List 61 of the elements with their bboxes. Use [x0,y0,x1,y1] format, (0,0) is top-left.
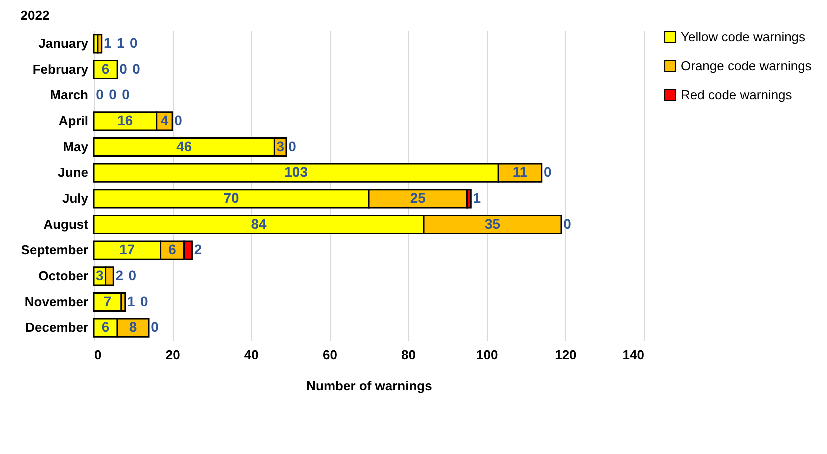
legend-label: Orange code warnings [681,58,812,74]
y-tick-label: May [63,139,90,154]
data-label: 2 [194,242,202,258]
data-label: 0 [128,267,137,284]
data-label: 0 [544,164,552,180]
data-label: 0 [96,86,104,103]
data-label: 1 [128,293,136,310]
data-label: 11 [512,164,528,180]
data-label: 0 [109,86,118,103]
legend-label: Red code warnings [681,88,793,102]
data-label: 0 [151,319,160,336]
y-tick-label: December [26,320,88,336]
data-label: 35 [484,216,501,232]
y-tick-label: June [58,165,88,180]
x-tick-label: 100 [476,348,498,362]
y-tick-label: January [38,36,90,51]
data-label: 1 [104,34,112,51]
data-label: 4 [160,112,169,128]
y-tick-label: November [24,294,88,310]
data-label: 103 [284,164,308,180]
x-tick-label: 20 [166,348,180,362]
y-tick-label: September [21,242,88,258]
data-label: 6 [102,60,110,77]
data-label: 6 [102,319,110,336]
data-label: 46 [176,138,192,154]
data-label: 0 [132,60,141,77]
y-tick-label: August [44,216,90,232]
data-label: 1 [473,190,482,206]
data-label: 1 [116,34,125,51]
x-tick-label: 120 [555,348,577,362]
y-tick-label: April [58,113,88,128]
chart-title: 2022 [20,8,50,23]
data-label: 0 [122,86,130,103]
data-label: 0 [120,60,128,77]
data-label: 0 [174,112,183,128]
legend-label: Yellow code warnings [681,30,806,44]
data-label: 70 [224,190,240,206]
data-label: 3 [276,138,285,154]
data-label: 6 [168,242,177,258]
x-tick-label: 60 [322,348,338,362]
data-label: 16 [118,112,134,128]
data-label: 17 [120,242,136,258]
data-label: 8 [129,319,138,336]
data-label: 7 [104,293,112,310]
y-tick-label: July [62,190,90,206]
x-tick-label: 40 [244,348,259,362]
y-tick-label: October [38,268,88,284]
data-label: 3 [96,267,104,284]
x-axis-title: Number of warnings [306,378,432,394]
data-label: 0 [130,34,138,51]
x-tick-label: 80 [402,348,416,362]
data-label: 2 [116,267,124,284]
x-tick-label: 0 [94,348,102,362]
y-tick-label: February [32,62,90,77]
data-label: 0 [140,293,149,310]
data-label: 0 [288,138,297,154]
data-label: 25 [410,190,426,206]
data-label: 84 [251,216,267,232]
y-tick-label: March [50,88,89,103]
data-label: 0 [564,216,572,232]
x-tick-label: 140 [622,348,644,362]
